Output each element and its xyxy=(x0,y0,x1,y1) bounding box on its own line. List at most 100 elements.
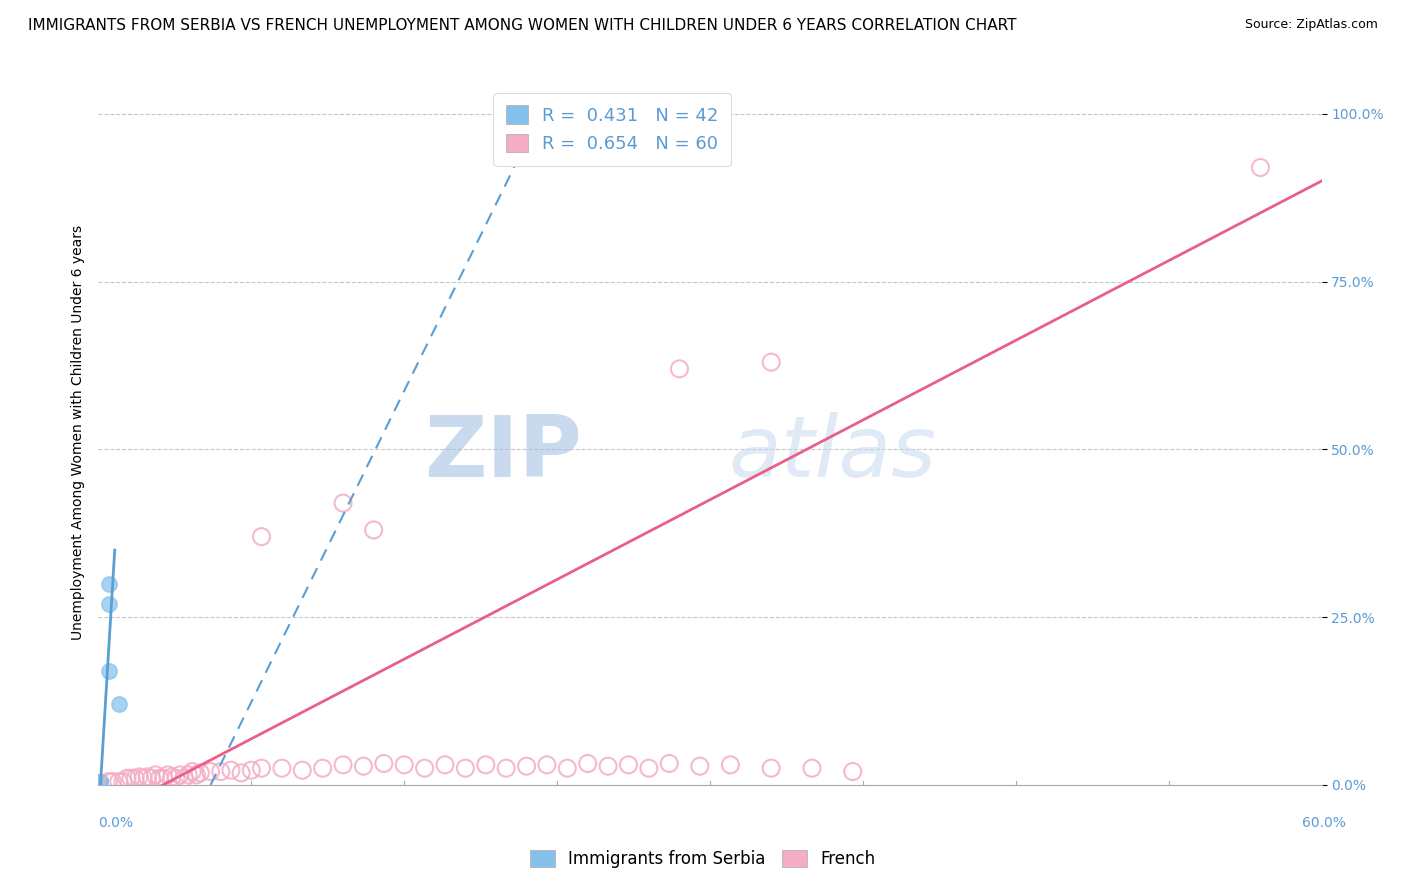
Point xyxy=(209,764,232,779)
Point xyxy=(89,774,111,789)
Point xyxy=(89,774,111,789)
Point xyxy=(89,774,111,789)
Point xyxy=(536,757,558,772)
Point xyxy=(156,768,179,782)
Point xyxy=(312,761,335,775)
Point xyxy=(152,771,174,785)
Point xyxy=(89,774,111,789)
Point xyxy=(363,523,385,537)
Point xyxy=(89,774,111,789)
Point xyxy=(97,597,120,611)
Point xyxy=(240,763,263,777)
Point xyxy=(89,774,111,789)
Point xyxy=(689,759,711,773)
Point xyxy=(89,774,111,789)
Point xyxy=(111,774,134,789)
Point xyxy=(89,774,111,789)
Point xyxy=(89,774,111,789)
Point xyxy=(495,761,517,775)
Text: ZIP: ZIP xyxy=(423,412,582,495)
Point xyxy=(89,774,111,789)
Point xyxy=(89,774,111,789)
Text: 60.0%: 60.0% xyxy=(1302,816,1346,830)
Point xyxy=(141,771,163,785)
Point xyxy=(89,774,111,789)
Point xyxy=(413,761,436,775)
Point xyxy=(373,756,395,771)
Point xyxy=(132,771,155,785)
Point xyxy=(761,355,783,369)
Point xyxy=(598,759,620,773)
Point xyxy=(89,774,111,789)
Point xyxy=(89,774,111,789)
Text: 0.0%: 0.0% xyxy=(98,816,134,830)
Point xyxy=(89,774,111,789)
Point xyxy=(434,757,457,772)
Point xyxy=(181,764,204,779)
Point xyxy=(291,763,314,777)
Point xyxy=(668,362,690,376)
Y-axis label: Unemployment Among Women with Children Under 6 years: Unemployment Among Women with Children U… xyxy=(70,225,84,640)
Point xyxy=(108,774,131,789)
Point xyxy=(250,530,273,544)
Point xyxy=(160,770,183,784)
Point xyxy=(89,774,111,789)
Point xyxy=(89,774,111,789)
Text: IMMIGRANTS FROM SERBIA VS FRENCH UNEMPLOYMENT AMONG WOMEN WITH CHILDREN UNDER 6 : IMMIGRANTS FROM SERBIA VS FRENCH UNEMPLO… xyxy=(28,18,1017,33)
Point xyxy=(89,774,111,789)
Point xyxy=(89,774,111,789)
Point xyxy=(165,771,187,785)
Point xyxy=(186,768,208,782)
Point xyxy=(801,761,824,775)
Point xyxy=(617,757,640,772)
Point xyxy=(108,698,131,712)
Point xyxy=(89,774,111,789)
Point xyxy=(101,774,124,789)
Point xyxy=(89,774,111,789)
Point xyxy=(97,664,120,678)
Point xyxy=(392,757,416,772)
Point xyxy=(89,774,111,789)
Point xyxy=(89,774,111,789)
Point xyxy=(89,774,111,789)
Text: atlas: atlas xyxy=(728,412,936,495)
Point xyxy=(352,759,374,773)
Point xyxy=(145,768,167,782)
Point xyxy=(231,765,253,780)
Point xyxy=(89,774,111,789)
Point xyxy=(173,771,195,785)
Point xyxy=(89,774,111,789)
Point xyxy=(188,765,212,780)
Point xyxy=(89,774,111,789)
Point xyxy=(474,757,498,772)
Point xyxy=(89,774,111,789)
Legend: R =  0.431   N = 42, R =  0.654   N = 60: R = 0.431 N = 42, R = 0.654 N = 60 xyxy=(494,93,731,166)
Point xyxy=(149,771,172,785)
Point xyxy=(576,756,599,771)
Point xyxy=(841,764,863,779)
Point xyxy=(89,774,111,789)
Point xyxy=(1249,161,1271,175)
Point xyxy=(97,576,120,591)
Point xyxy=(219,763,242,777)
Point xyxy=(120,771,142,785)
Point xyxy=(97,774,120,789)
Point xyxy=(89,774,111,789)
Point xyxy=(136,770,159,784)
Point xyxy=(89,774,111,789)
Point xyxy=(200,764,222,779)
Point xyxy=(718,757,742,772)
Point xyxy=(89,774,111,789)
Point xyxy=(761,761,783,775)
Point xyxy=(555,761,579,775)
Point xyxy=(658,756,681,771)
Point xyxy=(89,774,111,789)
Point xyxy=(177,768,200,782)
Text: Source: ZipAtlas.com: Source: ZipAtlas.com xyxy=(1244,18,1378,31)
Point xyxy=(270,761,294,775)
Point xyxy=(89,774,111,789)
Point xyxy=(169,768,191,782)
Point xyxy=(89,774,111,789)
Point xyxy=(128,770,150,784)
Point xyxy=(89,774,111,789)
